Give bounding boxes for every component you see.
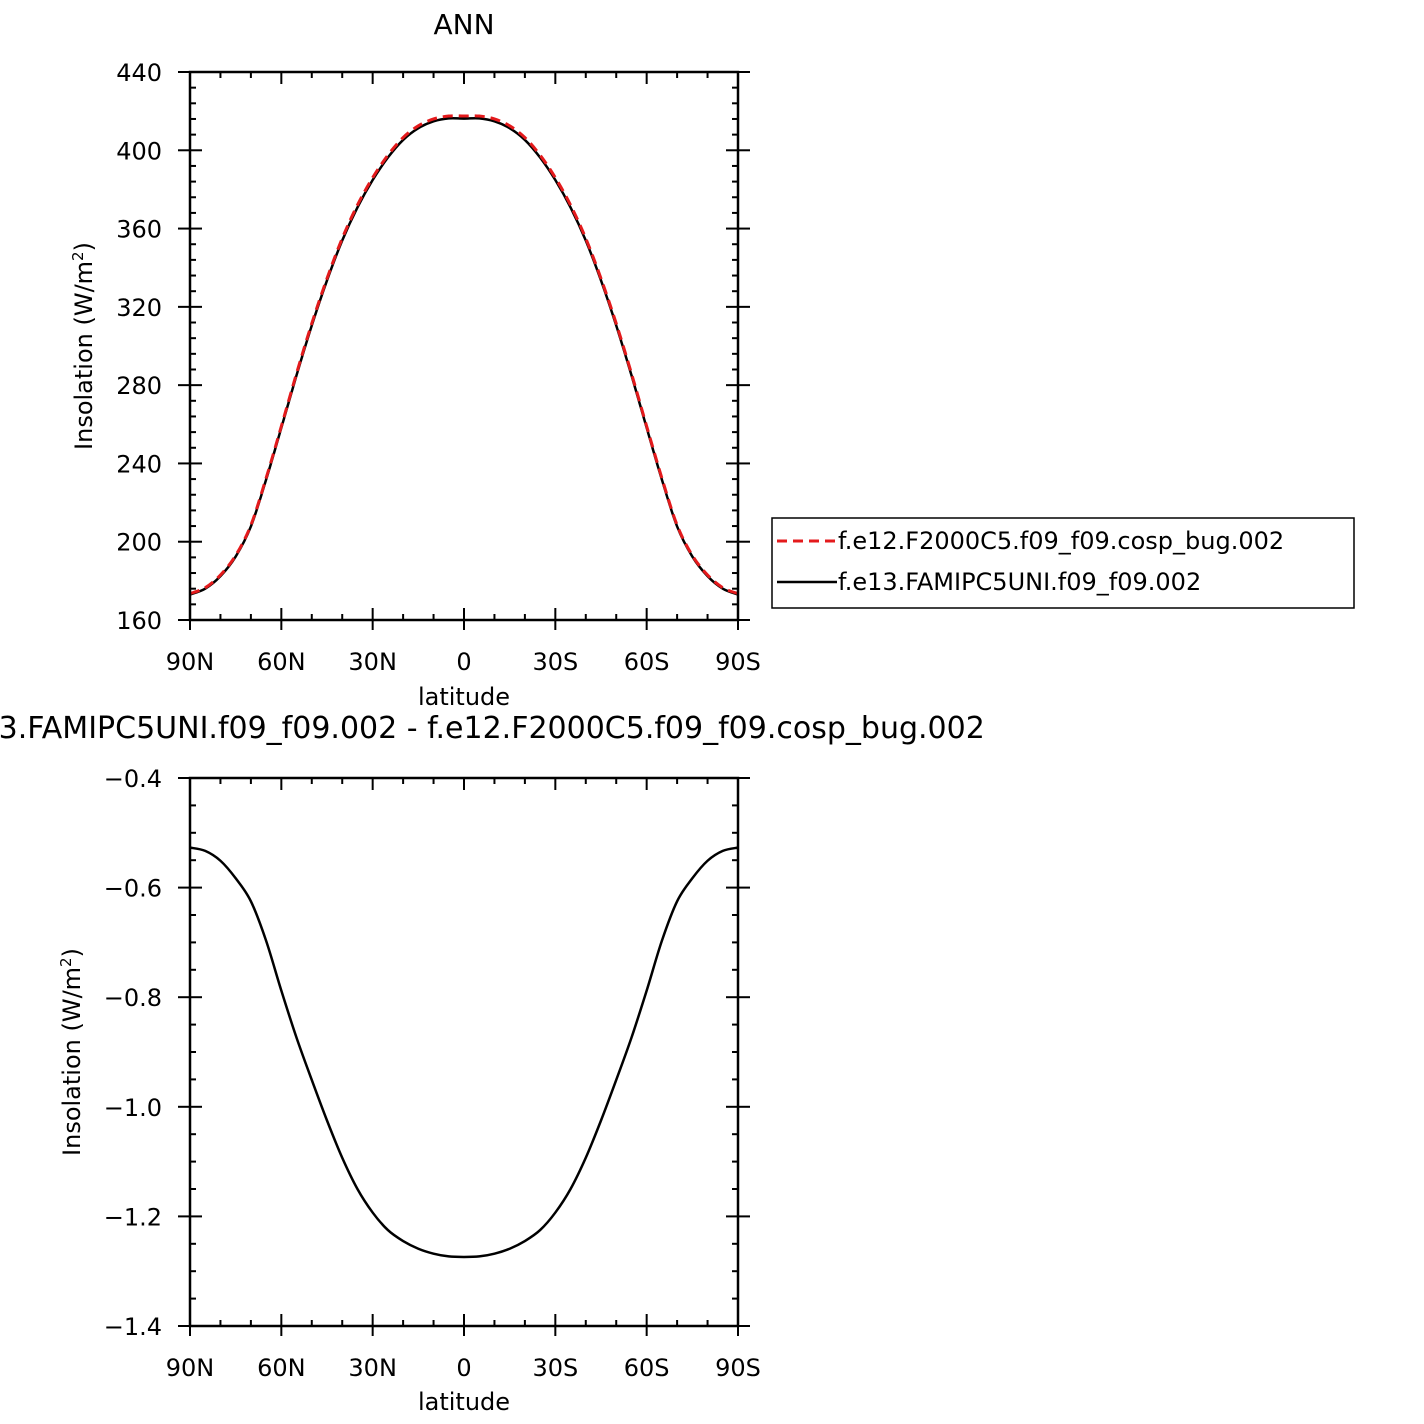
top-x-tick-label: 90N	[166, 648, 215, 676]
bottom-x-tick-label: 30N	[348, 1354, 397, 1382]
top-y-axis-label-sup: 2	[69, 251, 87, 261]
bottom-y-tick-label: −0.4	[104, 765, 162, 793]
bottom-y-axis-label-close: )	[58, 948, 86, 957]
top-plot-frame	[188, 70, 740, 622]
top-y-tick-label: 200	[116, 529, 162, 557]
bottom-y-axis-label-sup: 2	[57, 957, 75, 967]
bottom-y-tick-label: −1.0	[104, 1094, 162, 1122]
top-y-tick-label: 320	[116, 294, 162, 322]
top-y-tick-label: 280	[116, 372, 162, 400]
bottom-y-tick-label: −0.6	[104, 875, 162, 903]
top-y-tick-label: 400	[116, 137, 162, 165]
bottom-x-tick-label: 0	[456, 1354, 471, 1382]
bottom-x-tick-label: 60S	[624, 1354, 670, 1382]
top-y-tick-label: 440	[116, 59, 162, 87]
top-x-tick-label: 30S	[532, 648, 578, 676]
bottom-y-axis-label-main: Insolation (W/m	[58, 967, 86, 1156]
top-y-axis-label: Insolation (W/m2)	[69, 242, 98, 450]
bottom-x-tick-label: 90N	[166, 1354, 215, 1382]
top-chart-title: ANN	[433, 8, 494, 41]
bottom-x-tick-label: 60N	[257, 1354, 306, 1382]
top-series-line-1	[189, 114, 739, 595]
legend: f.e12.F2000C5.f09_f09.cosp_bug.002 f.e13…	[771, 517, 1355, 609]
top-y-axis-label-close: )	[70, 242, 98, 251]
top-x-axis-label: latitude	[418, 683, 510, 711]
bottom-x-tick-label: 30S	[532, 1354, 578, 1382]
bottom-y-axis-label: Insolation (W/m2)	[57, 948, 86, 1156]
top-x-tick-label: 0	[456, 648, 471, 676]
bottom-panel: f.e13.FAMIPC5UNI.f09_f09.002 - f.e12.F20…	[0, 711, 985, 1416]
bottom-x-axis-label: latitude	[418, 1388, 510, 1416]
top-x-tick-label: 60S	[624, 648, 670, 676]
legend-box	[771, 517, 1355, 609]
legend-label-series-2: f.e13.FAMIPC5UNI.f09_f09.002	[838, 568, 1201, 596]
top-panel: ANN 90N 60N 30N 0 30S 60S 90S 160 200 240 280 320 36…	[69, 8, 1355, 711]
bottom-series-group	[189, 846, 739, 1259]
top-x-tick-label: 60N	[257, 648, 306, 676]
top-y-axis-label-main: Insolation (W/m	[70, 261, 98, 450]
top-ticks-group: 90N 60N 30N 0 30S 60S 90S 160 200 240 280 320 360 400…	[116, 59, 761, 676]
bottom-plot-frame	[188, 776, 740, 1328]
bottom-series-line-1	[189, 846, 739, 1259]
top-y-tick-label: 360	[116, 216, 162, 244]
top-series-line-2	[189, 116, 739, 596]
legend-label-series-1: f.e12.F2000C5.f09_f09.cosp_bug.002	[838, 527, 1284, 555]
bottom-y-tick-label: −0.8	[104, 984, 162, 1012]
bottom-y-tick-label: −1.4	[104, 1313, 162, 1341]
top-y-tick-label: 160	[116, 607, 162, 635]
top-x-tick-label: 30N	[348, 648, 397, 676]
top-y-tick-label: 240	[116, 450, 162, 478]
bottom-chart-title: f.e13.FAMIPC5UNI.f09_f09.002 - f.e12.F20…	[0, 711, 985, 746]
bottom-x-tick-label: 90S	[715, 1354, 761, 1382]
top-series-group	[189, 114, 739, 596]
bottom-ticks-group: 90N 60N 30N 0 30S 60S 90S −1.4 −1.2 −1.0 −0.8 −0.6 −…	[104, 765, 761, 1382]
bottom-y-tick-label: −1.2	[104, 1203, 162, 1231]
top-x-tick-label: 90S	[715, 648, 761, 676]
